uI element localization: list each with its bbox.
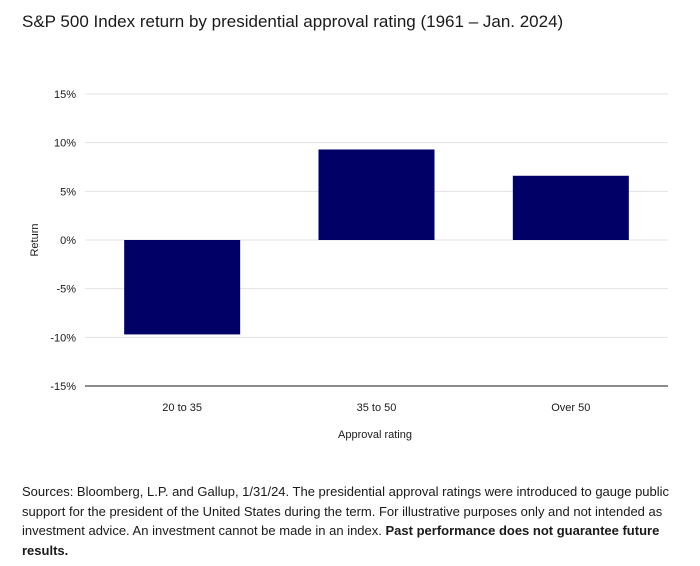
x-tick-label: Over 50	[551, 402, 590, 414]
x-tick-label: 35 to 50	[357, 402, 397, 414]
y-tick-label: 5%	[60, 186, 76, 198]
bar-35-to-50	[318, 149, 435, 240]
bars	[124, 149, 629, 335]
x-axis-label: Approval rating	[338, 429, 412, 441]
y-tick-label: 15%	[54, 89, 76, 101]
y-axis-label: Return	[29, 223, 41, 256]
x-tick-labels: 20 to 35 35 to 50 Over 50	[162, 402, 590, 414]
y-tick-label: -5%	[56, 284, 76, 296]
y-tick-label: 10%	[54, 138, 76, 150]
x-tick-label: 20 to 35	[162, 402, 202, 414]
footnote-text: Sources: Bloomberg, L.P. and Gallup, 1/3…	[22, 484, 670, 538]
y-tick-label: -10%	[50, 332, 76, 344]
bar-20-to-35	[124, 240, 241, 335]
y-tick-labels: 15% 10% 5% 0% -5% -10% -15%	[50, 89, 76, 393]
bar-over-50	[512, 175, 629, 240]
footnote-disclaimer: Past performance does not guarantee futu…	[22, 523, 660, 558]
y-tick-label: 0%	[60, 235, 76, 247]
y-tick-label: -15%	[50, 381, 76, 393]
bar-chart: 15% 10% 5% 0% -5% -10% -15% 20 to 35 35 to 50 Ov…	[29, 89, 668, 441]
chart-title: S&P 500 Index return by presidential app…	[22, 12, 564, 31]
footnote: Sources: Bloomberg, L.P. and Gallup, 1/3…	[22, 482, 682, 560]
